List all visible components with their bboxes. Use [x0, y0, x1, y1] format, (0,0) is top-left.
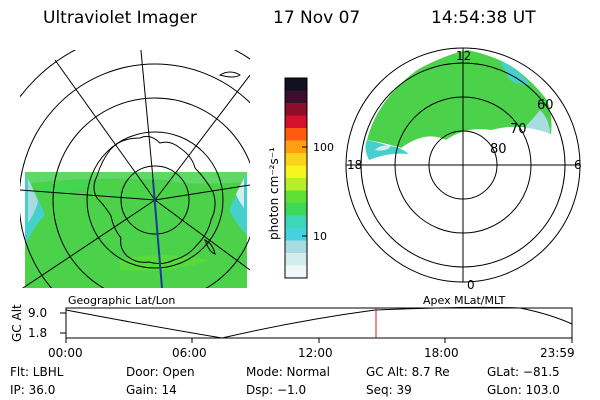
colorbar-swatch [285, 153, 307, 166]
seq-readout: Seq: 39 [366, 383, 412, 397]
colorbar-swatch [285, 215, 307, 229]
altitude-curve [65, 306, 573, 339]
title: Ultraviolet Imager [43, 8, 197, 28]
colorbar-swatch [285, 228, 307, 241]
colorbar-swatch [285, 178, 307, 191]
colorbar-swatch [285, 115, 307, 129]
timeline-xtick-0: 00:00 [48, 346, 83, 360]
timeline-xtick-2: 12:00 [298, 346, 333, 360]
colorbar-swatch [285, 103, 307, 116]
ip-readout: IP: 36.0 [10, 383, 56, 397]
mlt-label-18: 18 [347, 158, 362, 172]
mlt-label-0: 0 [467, 278, 475, 292]
geographic-map-label: Geographic Lat/Lon [68, 294, 176, 307]
colorbar-swatch [285, 253, 307, 266]
timeline-ytick-9: 9.0 [28, 306, 47, 320]
glon-readout: GLon: 103.0 [487, 383, 560, 397]
colorbar-swatch [285, 240, 307, 254]
colorbar-tick-100: 100 [313, 141, 334, 154]
colorbar-unit-label: photon cm⁻²s⁻¹ [267, 147, 281, 240]
timeline-xtick-3: 18:00 [424, 346, 459, 360]
gain-readout: Gain: 14 [126, 383, 177, 397]
timeline-ytick-1-8: 1.8 [28, 326, 47, 340]
colorbar-swatch [285, 78, 307, 91]
colorbar-swatch [285, 90, 307, 104]
lat-lon-grid [20, 50, 250, 288]
dsp-readout: Dsp: −1.0 [246, 383, 307, 397]
timeline-xtick-4: 23:59 [540, 346, 575, 360]
colorbar-swatch [285, 128, 307, 141]
mlt-label-12: 12 [456, 49, 471, 63]
colorbar-swatch [285, 140, 307, 154]
glat-readout: GLat: −81.5 [487, 365, 560, 379]
mlat-label-80: 80 [490, 142, 507, 157]
ground-track [152, 179, 163, 288]
uv-image-swath [25, 172, 247, 288]
mlt-label-6: 6 [574, 158, 582, 172]
timeline-xtick-1: 06:00 [172, 346, 207, 360]
colorbar-swatch [285, 265, 307, 279]
apex-map-label: Apex MLat/MLT [423, 294, 506, 307]
colorbar-tick-10: 10 [313, 230, 327, 243]
door-readout: Door: Open [126, 365, 195, 379]
uv-apex-swath [365, 50, 552, 160]
gc-alt-readout: GC Alt: 8.7 Re [366, 365, 450, 379]
timeline-y-label: GC Alt [10, 304, 24, 342]
colorbar-swatch [285, 165, 307, 179]
colorbar-swatch [285, 190, 307, 204]
mlat-label-60: 60 [537, 98, 554, 113]
coastline-fragment [218, 71, 241, 78]
colorbar-swatch [285, 203, 307, 216]
time: 14:54:38 UT [431, 8, 536, 28]
apex-grid [345, 47, 581, 283]
mlat-label-70: 70 [510, 122, 527, 137]
mode-readout: Mode: Normal [246, 365, 330, 379]
filter-readout: Flt: LBHL [10, 365, 64, 379]
antarctica-outline [93, 135, 216, 265]
date: 17 Nov 07 [273, 8, 361, 28]
